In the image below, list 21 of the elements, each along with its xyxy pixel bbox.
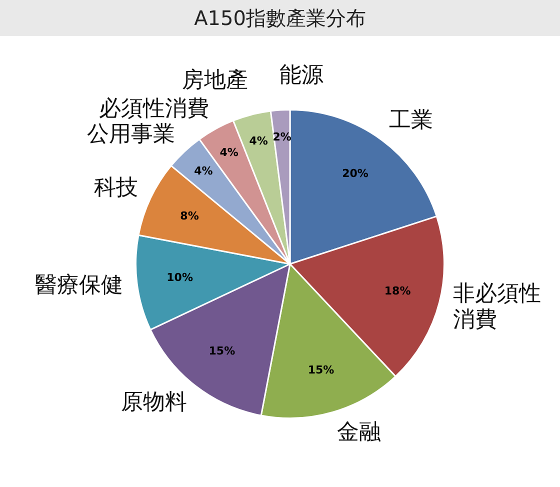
data-label: 2% [272,130,292,144]
slice-label: 工業 [388,108,433,134]
data-label: 4% [220,146,238,160]
data-label: 10% [166,270,193,284]
slice-label: 必須性消費 [98,96,209,122]
data-label: 20% [342,167,368,180]
data-label: 4% [194,164,213,178]
slice-label: 非必須性消費 [452,282,541,333]
data-label: 4% [249,134,268,148]
data-label: 15% [308,364,334,377]
slice-label: 科技 [94,176,138,201]
slice-label: 房地產 [182,68,248,94]
data-label: 15% [208,344,236,358]
slice-label: 原物料 [120,390,187,415]
slice-label: 醫療保健 [35,272,124,298]
slice-label: 金融 [336,420,381,445]
chart-title: A150指數產業分布 [0,0,560,36]
data-label: 18% [384,284,411,298]
slice-label: 能源 [279,62,324,88]
data-label: 8% [180,210,199,223]
slice-label: 公用事業 [86,122,175,148]
